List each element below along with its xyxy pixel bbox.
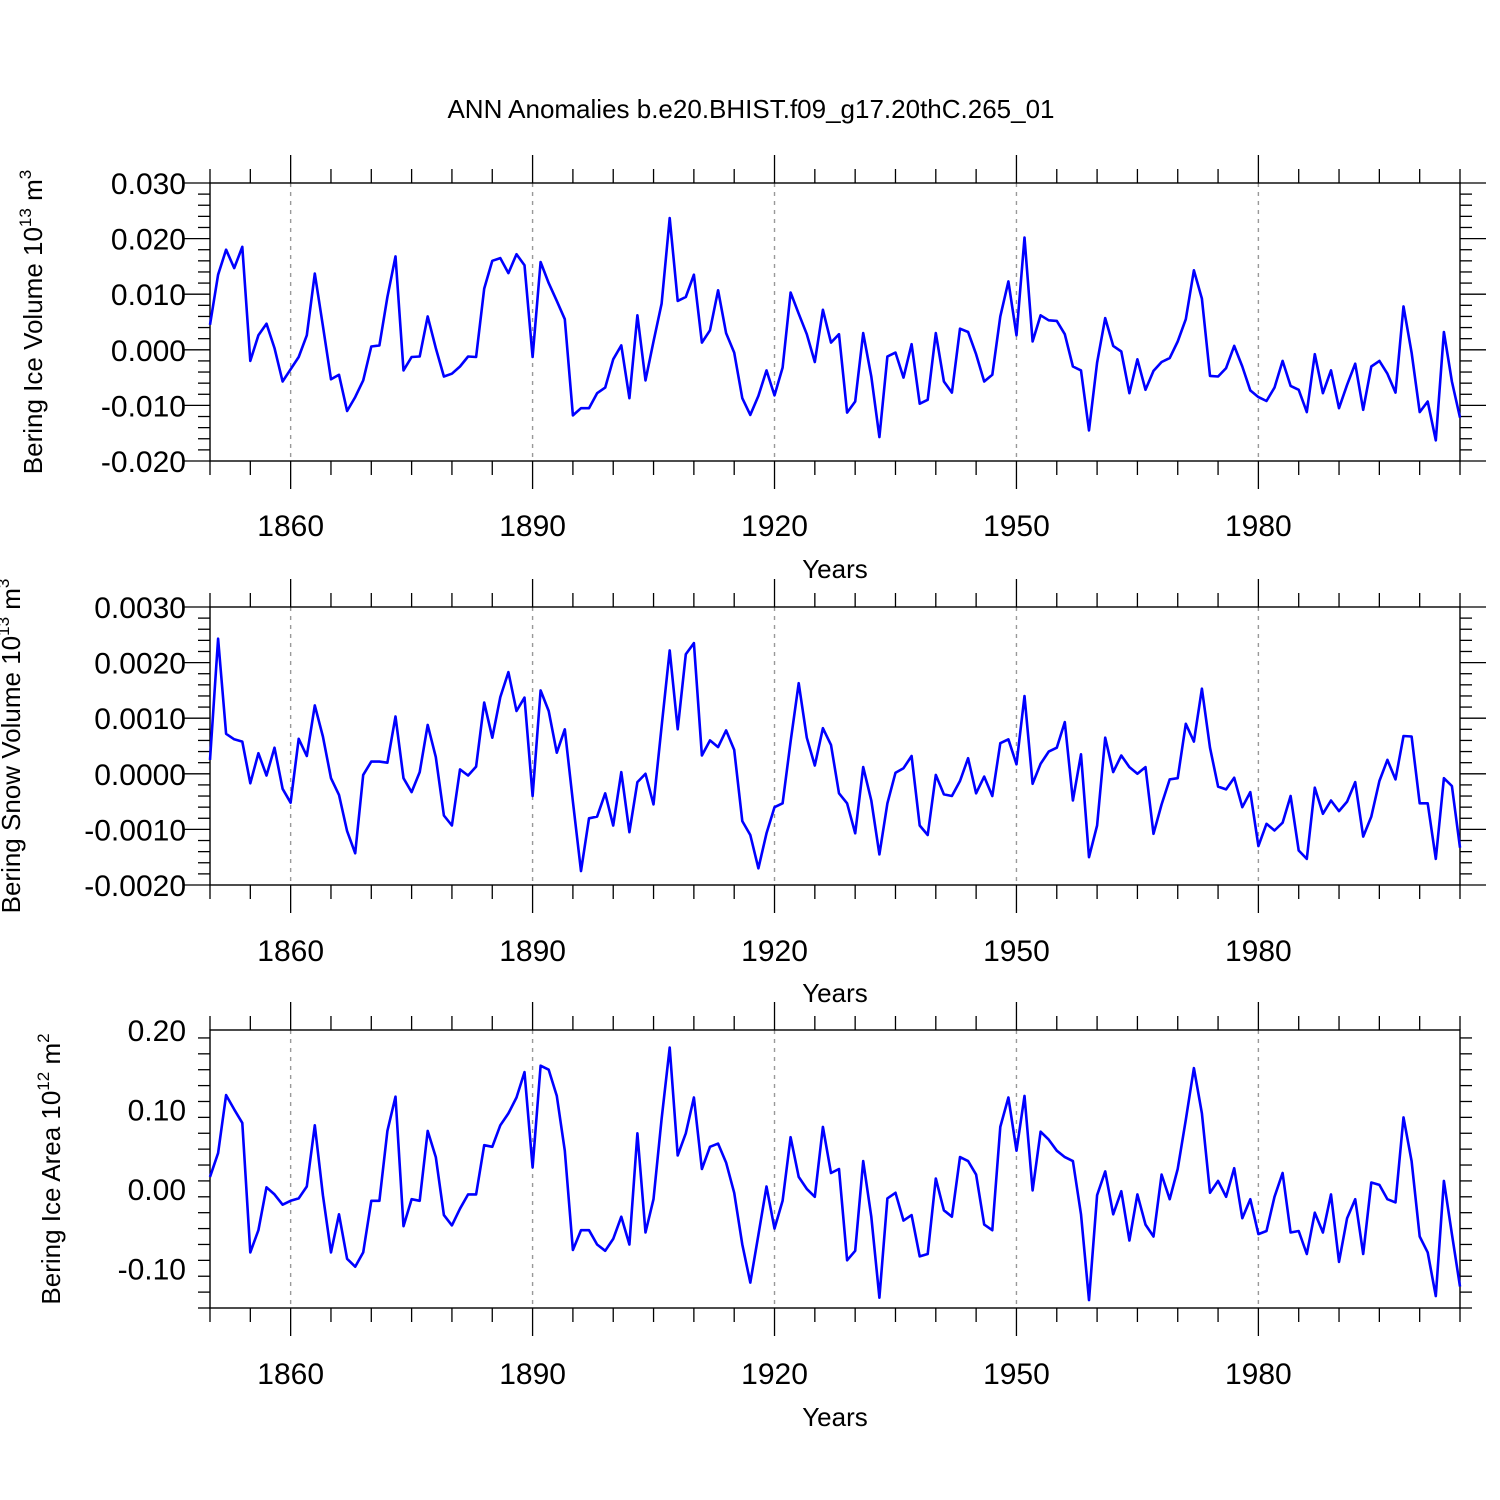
series-line	[208, 1046, 1462, 1302]
y-axis-title-exponent: 12	[34, 1072, 53, 1091]
y-axis-title-unit-exponent: 2	[34, 1033, 53, 1042]
x-tick-label: 1980	[1225, 935, 1292, 968]
x-tick-label: 1890	[499, 1358, 566, 1391]
y-axis-title-main: Bering Snow Volume 10	[0, 636, 26, 914]
x-tick-label: 1950	[983, 1358, 1050, 1391]
y-tick-label: -0.10	[118, 1253, 186, 1286]
y-axis-title: Bering Snow Volume 1013 m3	[0, 579, 26, 914]
y-axis-title: Bering Ice Area 1012 m2	[34, 1033, 66, 1304]
y-tick-label: -0.020	[101, 446, 186, 479]
y-tick-label: 0.000	[111, 335, 186, 368]
y-tick-label: 0.20	[128, 1015, 186, 1048]
x-tick-label: 1980	[1225, 510, 1292, 543]
y-axis-title-unit-exponent: 3	[0, 579, 13, 588]
panel-ice-volume: -0.020 -0.010 0.000 0.010 0.020 0.030 1860 1890…	[16, 155, 1486, 584]
y-axis-title-unit: m	[0, 588, 26, 617]
y-tick-label: 0.00	[128, 1174, 186, 1207]
y-tick-label: 0.0010	[94, 703, 186, 736]
plot-frame	[209, 182, 1461, 462]
x-tick-label: 1950	[983, 510, 1050, 543]
plot-frame	[209, 1029, 1461, 1309]
y-axis-title: Bering Ice Volume 1013 m3	[16, 170, 48, 474]
y-tick-label: -0.010	[101, 390, 186, 423]
y-axis-title-unit: m	[36, 1043, 66, 1072]
plot-frame	[209, 606, 1461, 886]
figure-title: ANN Anomalies b.e20.BHIST.f09_g17.20thC.…	[447, 94, 1054, 124]
x-tick-label: 1890	[499, 935, 566, 968]
panel-ice-area: -0.10 0.00 0.10 0.20 1860 1890 1920 1950 1980 Yea…	[34, 1002, 1472, 1432]
y-axis-title-exponent: 13	[16, 208, 35, 227]
y-axis-title-main: Bering Ice Area 10	[36, 1091, 66, 1305]
x-axis-title: Years	[802, 978, 868, 1008]
y-tick-label: 0.030	[111, 168, 186, 201]
y-tick-label: -0.0020	[84, 870, 186, 903]
y-tick-label: 0.010	[111, 279, 186, 312]
y-tick-label: 0.0030	[94, 592, 186, 625]
y-tick-label: 0.0020	[94, 648, 186, 681]
x-tick-label: 1860	[257, 935, 324, 968]
x-tick-label: 1890	[499, 510, 566, 543]
x-tick-label: 1920	[741, 1358, 808, 1391]
x-axis-title: Years	[802, 1402, 868, 1432]
series-line	[208, 637, 1462, 873]
x-tick-label: 1920	[741, 935, 808, 968]
x-tick-label: 1860	[257, 1358, 324, 1391]
y-tick-label: 0.10	[128, 1094, 186, 1127]
panel-snow-volume: -0.0020 -0.0010 0.0000 0.0010 0.0020 0.0030 18…	[0, 579, 1486, 1008]
x-tick-label: 1920	[741, 510, 808, 543]
y-tick-label: 0.020	[111, 224, 186, 257]
y-tick-label: 0.0000	[94, 759, 186, 792]
y-axis-title-unit-exponent: 3	[16, 170, 35, 179]
y-axis-title-exponent: 13	[0, 617, 13, 636]
x-tick-label: 1950	[983, 935, 1050, 968]
x-tick-label: 1980	[1225, 1358, 1292, 1391]
series-line	[208, 216, 1462, 442]
y-axis-title-unit: m	[18, 179, 48, 208]
x-axis-title: Years	[802, 554, 868, 584]
y-tick-label: -0.0010	[84, 814, 186, 847]
x-tick-label: 1860	[257, 510, 324, 543]
y-axis-title-main: Bering Ice Volume 10	[18, 227, 48, 474]
